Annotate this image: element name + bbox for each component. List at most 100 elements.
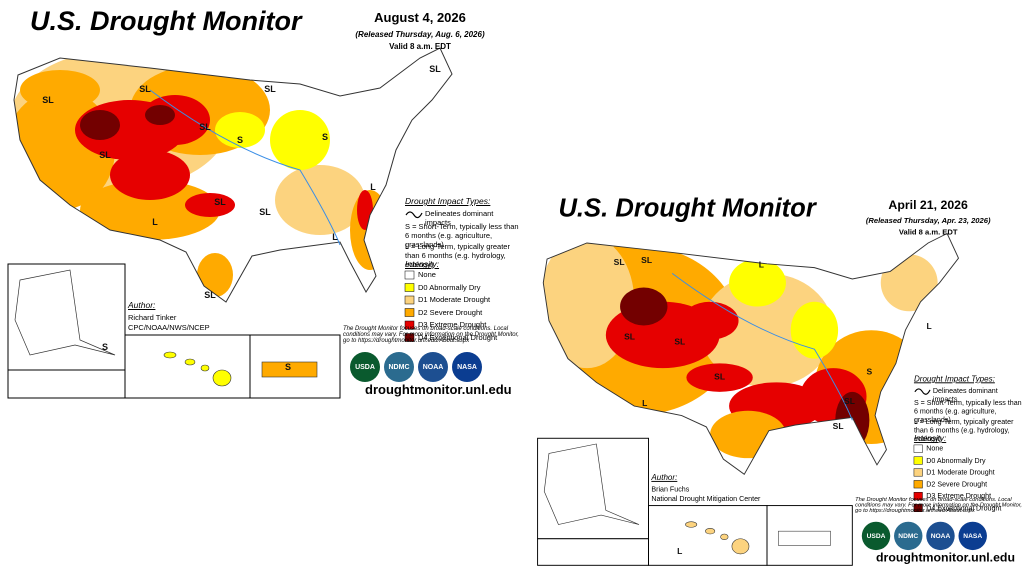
river bbox=[671, 272, 853, 421]
legend-label: D1 Moderate Drought bbox=[926, 467, 995, 477]
legend-label: None bbox=[418, 270, 436, 279]
drought-areas bbox=[543, 233, 959, 475]
date: April 21, 2026 bbox=[888, 197, 968, 212]
us-outline bbox=[542, 232, 960, 475]
island bbox=[705, 528, 716, 535]
impact-short: S = Short-Term, typically less than 6 mo… bbox=[913, 398, 1022, 425]
legend-swatch bbox=[404, 308, 415, 317]
map-label: L bbox=[927, 321, 932, 331]
map-label: SL bbox=[259, 207, 271, 217]
alaska-inset-2 bbox=[537, 538, 649, 566]
map-label: SL bbox=[844, 396, 855, 406]
drought-area bbox=[197, 253, 233, 297]
drought-area bbox=[20, 70, 100, 110]
drought-area bbox=[275, 165, 365, 235]
puerto-rico bbox=[261, 361, 318, 378]
map-label: SL bbox=[264, 84, 276, 94]
legend-swatch bbox=[913, 456, 923, 465]
released: (Released Thursday, Apr. 23, 2026) bbox=[865, 216, 991, 225]
drought-area bbox=[710, 410, 786, 459]
map-label: S bbox=[102, 342, 108, 352]
impact-long: L = Long-Term, typically greater than 6 … bbox=[913, 417, 1014, 444]
legend-label: D4 Exceptional Drought bbox=[418, 332, 498, 342]
alaska-inset-2 bbox=[7, 369, 126, 399]
drought-area bbox=[270, 110, 330, 170]
author: Brian Fuchs bbox=[651, 484, 690, 494]
island bbox=[685, 521, 698, 528]
map-label: SL bbox=[714, 371, 725, 381]
impact-line: Delineates dominant impacts bbox=[932, 386, 998, 404]
map-label: SL bbox=[641, 255, 652, 265]
map-label: SL bbox=[42, 95, 54, 105]
legend-swatch bbox=[404, 295, 415, 305]
map-label: L bbox=[759, 260, 764, 270]
legend-label: D4 Exceptional Drought bbox=[926, 503, 1002, 512]
legend-swatch bbox=[404, 283, 415, 292]
title: U.S. Drought Monitor bbox=[30, 6, 302, 36]
drought-area bbox=[110, 150, 190, 200]
logo: USDA bbox=[861, 521, 891, 551]
legend-label: D2 Severe Drought bbox=[926, 479, 988, 489]
legend-label: D3 Extreme Drought bbox=[418, 320, 487, 329]
drought-area bbox=[700, 273, 834, 388]
map-label: L bbox=[152, 217, 158, 227]
legend-swatch bbox=[913, 503, 923, 512]
pr-inset bbox=[766, 505, 853, 566]
drought-area bbox=[185, 193, 235, 217]
map-label: SL bbox=[199, 122, 211, 132]
author-title: Author: bbox=[128, 300, 156, 310]
map-canvas: SL SL L SL SL SL S SL L L L SL bbox=[537, 232, 960, 566]
island bbox=[163, 351, 177, 359]
url: droughtmonitor.unl.edu bbox=[876, 550, 1015, 565]
impact-title: Drought Impact Types: bbox=[405, 196, 491, 206]
impact-title: Drought Impact Types: bbox=[913, 373, 995, 384]
legend-label: D0 Abnormally Dry bbox=[926, 455, 986, 465]
drought-area bbox=[686, 363, 753, 392]
map-label: L bbox=[642, 398, 647, 408]
map-label: SL bbox=[833, 421, 844, 431]
url: droughtmonitor.unl.edu bbox=[365, 382, 512, 397]
hawaii-inset bbox=[124, 334, 251, 399]
puerto-rico bbox=[778, 530, 831, 546]
impact-line: Delineates dominant impacts bbox=[425, 209, 494, 227]
released: (Released Thursday, Aug. 6, 2026) bbox=[355, 30, 485, 39]
island bbox=[212, 369, 232, 387]
drought-area bbox=[215, 112, 265, 148]
alaska bbox=[14, 269, 116, 356]
impact-line-icon bbox=[405, 211, 423, 219]
author: National Drought Mitigation Center bbox=[651, 494, 761, 503]
legend-label: D0 Abnormally Dry bbox=[418, 282, 481, 292]
valid-time: Valid 8 a.m. EDT bbox=[898, 227, 958, 237]
river bbox=[149, 89, 341, 246]
map-label: SL bbox=[139, 84, 151, 94]
island bbox=[731, 538, 750, 555]
legend-swatch bbox=[404, 333, 415, 342]
legend-label: D1 Moderate Drought bbox=[418, 295, 491, 304]
map-label: SL bbox=[429, 64, 441, 74]
drought-area bbox=[80, 110, 120, 140]
drought-area bbox=[880, 254, 938, 312]
logo: NDMC bbox=[384, 352, 414, 382]
intensity-title: Intensity: bbox=[913, 433, 947, 444]
impact-line-icon bbox=[914, 388, 931, 395]
date: August 4, 2026 bbox=[374, 10, 466, 25]
us-outline bbox=[13, 47, 453, 303]
map-label: SL bbox=[674, 336, 685, 346]
drought-area bbox=[790, 301, 839, 359]
intensity-title: Intensity: bbox=[405, 259, 440, 269]
logo: NOAA bbox=[418, 352, 448, 382]
map-label: SL bbox=[624, 332, 635, 342]
pr-inset bbox=[249, 334, 341, 399]
alaska bbox=[543, 443, 640, 525]
logo: USDA bbox=[350, 352, 380, 382]
disclaimer: The Drought Monitor focuses on broad-sca… bbox=[855, 497, 1022, 515]
impact-long: L = Long-Term, typically greater than 6 … bbox=[405, 242, 510, 269]
map-label: S bbox=[237, 135, 243, 145]
legend-label: None bbox=[926, 443, 944, 453]
author: Richard Tinker bbox=[128, 313, 177, 322]
drought-area bbox=[681, 301, 739, 340]
disclaimer: The Drought Monitor focuses on broad-sca… bbox=[343, 326, 519, 344]
legend-swatch bbox=[404, 320, 415, 330]
logo: NASA bbox=[958, 521, 987, 551]
drought-area bbox=[357, 190, 373, 230]
